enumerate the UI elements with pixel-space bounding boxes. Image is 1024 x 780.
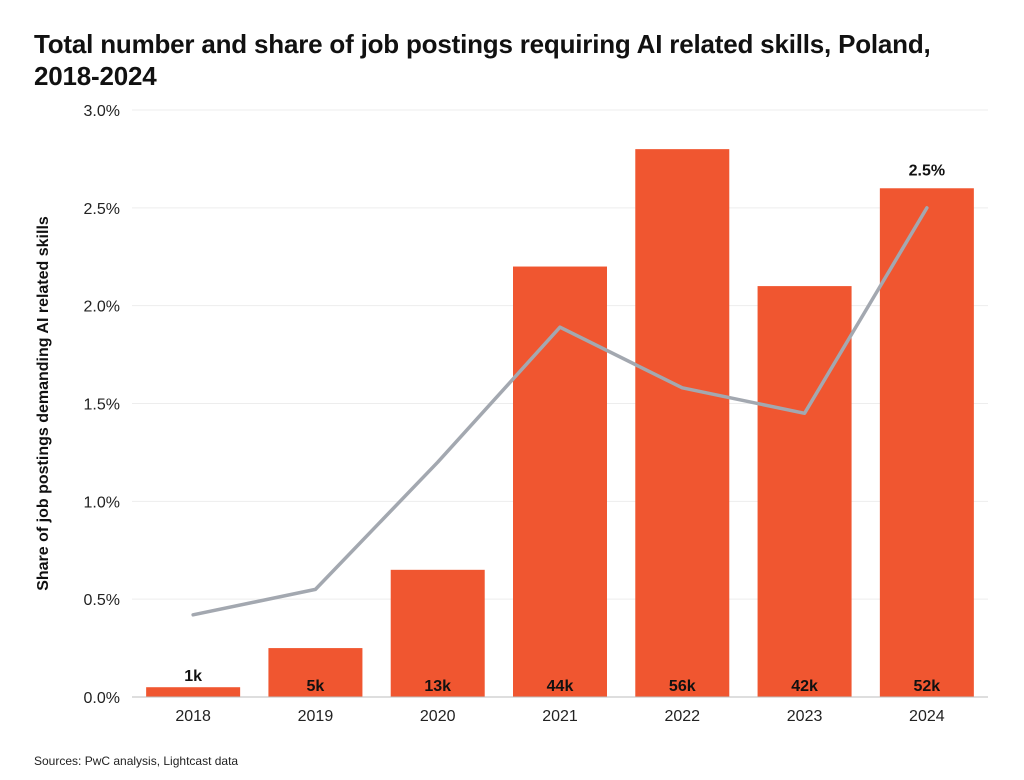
y-tick-label: 3.0% — [84, 103, 120, 120]
data-labels: 1k 5k 13k 44k 56k 42k 52k 2.5% — [184, 162, 945, 695]
y-tick-label: 1.0% — [84, 494, 120, 511]
bar — [390, 569, 485, 697]
source-note: Sources: PwC analysis, Lightcast data — [34, 754, 239, 768]
share-line — [191, 206, 929, 617]
bar-value-label: 52k — [914, 678, 941, 695]
line-value-label: 2.5% — [909, 162, 945, 179]
bar — [146, 687, 241, 697]
x-tick-label: 2021 — [542, 708, 578, 725]
x-tick-label: 2019 — [298, 708, 334, 725]
y-tick-label: 0.5% — [84, 592, 120, 609]
y-tick-label: 2.0% — [84, 299, 120, 316]
bar — [268, 648, 363, 697]
bar-value-label: 42k — [791, 678, 818, 695]
y-tick-label: 1.5% — [84, 397, 120, 414]
bar — [513, 266, 607, 697]
y-tick-label: 2.5% — [84, 201, 120, 218]
y-axis-title: Share of job postings demanding AI relat… — [35, 216, 52, 591]
bar — [635, 149, 730, 698]
x-tick-label: 2020 — [420, 708, 456, 725]
axes: 0.0% 0.5% 1.0% 1.5% 2.0% 2.5% 3.0% 2018 2019 2020… — [35, 103, 988, 725]
x-tick-label: 2024 — [909, 708, 945, 725]
line-series — [191, 206, 929, 617]
bar-value-label: 44k — [547, 678, 574, 695]
bar-series — [146, 149, 974, 698]
bar-value-label: 56k — [669, 678, 696, 695]
x-tick-label: 2018 — [175, 708, 211, 725]
x-tick-label: 2023 — [787, 708, 823, 725]
chart-title: Total number and share of job postings r… — [34, 29, 931, 91]
x-tick-label: 2022 — [664, 708, 700, 725]
bar-value-label: 13k — [424, 678, 451, 695]
y-tick-label: 0.0% — [84, 690, 120, 707]
bar-value-label: 1k — [184, 668, 202, 685]
bar — [757, 286, 852, 697]
bar — [879, 188, 974, 697]
bar-value-label: 5k — [307, 678, 325, 695]
